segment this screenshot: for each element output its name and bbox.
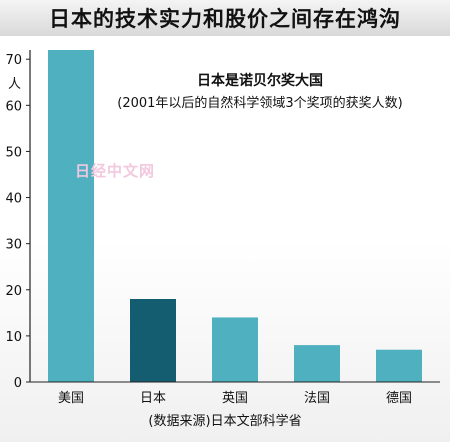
y-tick-label: 10: [5, 330, 22, 345]
y-tick-label: 70: [5, 53, 22, 68]
chart-subtitle: (2001年以后的自然科学领域3个奖项的获奖人数): [117, 96, 403, 111]
bar-2: [212, 317, 258, 382]
y-tick-label: 30: [5, 238, 22, 253]
y-axis-unit-label: 人: [8, 77, 22, 92]
x-tick-label: 日本: [140, 391, 166, 406]
y-tick-label: 50: [5, 145, 22, 160]
y-tick-label: 0: [14, 376, 22, 391]
x-tick-label: 德国: [386, 391, 412, 406]
bar-4: [376, 349, 422, 382]
y-tick-label: 40: [5, 192, 22, 207]
watermark-text: 日经中文网: [75, 162, 156, 180]
x-tick-label: 英国: [222, 391, 248, 406]
y-tick-label: 20: [5, 284, 22, 299]
banner-title: 日本的技术实力和股价之间存在鸿沟: [49, 7, 401, 31]
bar-3: [294, 345, 340, 382]
chart-banner: 日本的技术实力和股价之间存在鸿沟: [0, 0, 450, 37]
chart-title: 日本是诺贝尔奖大国: [197, 73, 323, 89]
x-tick-label: 美国: [58, 391, 84, 406]
bar-1: [130, 299, 176, 382]
x-tick-label: 法国: [304, 391, 330, 406]
source-note: (数据来源)日本文部科学省: [148, 414, 302, 429]
y-tick-label: 60: [5, 99, 22, 114]
bar-0: [48, 50, 94, 382]
